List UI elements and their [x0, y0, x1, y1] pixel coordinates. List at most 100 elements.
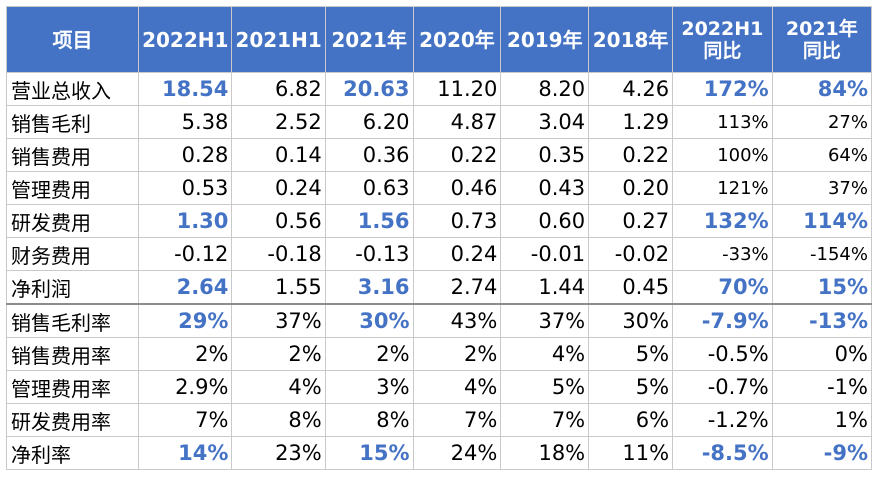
- table-cell: -0.01: [500, 237, 590, 271]
- column-header-2: 2021H1: [231, 6, 326, 73]
- table-cell: 1.55: [231, 270, 326, 305]
- table-cell: 0.60: [500, 204, 590, 238]
- table-cell: 3%: [324, 370, 414, 404]
- table-cell: 0.22: [412, 138, 502, 172]
- table-cell: 121%: [672, 171, 773, 205]
- table-cell: 6.20: [324, 105, 414, 139]
- row-label: 净利润: [5, 270, 140, 305]
- table-cell: 1.29: [588, 105, 674, 139]
- table-cell: -0.12: [138, 237, 233, 271]
- table-cell: -13%: [771, 303, 872, 338]
- row-label: 销售费用: [5, 138, 140, 172]
- row-label: 管理费用: [5, 171, 140, 205]
- table-body: 营业总收入 18.54 6.82 20.63 11.20 8.20 4.26 172% 84% 销…: [5, 72, 872, 470]
- table-cell: 24%: [412, 436, 502, 470]
- table-cell: 37%: [771, 171, 872, 205]
- table-cell: -8.5%: [672, 436, 773, 470]
- table-row: 财务费用 -0.12 -0.18 -0.13 0.24 -0.01 -0.02 -33% -15…: [5, 237, 872, 271]
- table-row: 净利润 2.64 1.55 3.16 2.74 1.44 0.45 70% 15%: [5, 270, 872, 305]
- column-header-3: 2021年: [324, 6, 414, 73]
- table-cell: 18%: [500, 436, 590, 470]
- table-cell: 3.04: [500, 105, 590, 139]
- table-cell: 2%: [231, 337, 326, 371]
- table-cell: 5%: [588, 370, 674, 404]
- table-cell: 0.24: [412, 237, 502, 271]
- table-cell: 1.44: [500, 270, 590, 305]
- row-label: 管理费用率: [5, 370, 140, 404]
- table-cell: 0.28: [138, 138, 233, 172]
- column-header-4: 2020年: [412, 6, 502, 73]
- table-cell: 2%: [324, 337, 414, 371]
- table-cell: -154%: [771, 237, 872, 271]
- table-cell: -0.02: [588, 237, 674, 271]
- table-cell: 3.16: [324, 270, 414, 305]
- table-cell: 1%: [771, 403, 872, 437]
- table-cell: 8%: [231, 403, 326, 437]
- table-cell: -0.18: [231, 237, 326, 271]
- table-cell: 0.14: [231, 138, 326, 172]
- table-cell: -9%: [771, 436, 872, 470]
- table-cell: 8%: [324, 403, 414, 437]
- table-cell: -1.2%: [672, 403, 773, 437]
- table-cell: 4%: [231, 370, 326, 404]
- table-row: 销售毛利 5.38 2.52 6.20 4.87 3.04 1.29 113% 27%: [5, 105, 872, 139]
- table-cell: 30%: [588, 303, 674, 338]
- table-cell: 0.35: [500, 138, 590, 172]
- table-cell: 37%: [231, 303, 326, 338]
- financial-table-container: 项目 2022H1 2021H1 2021年 2020年 2019年 2018年 2022H1…: [5, 6, 872, 470]
- table-cell: 30%: [324, 303, 414, 338]
- table-cell: 0.24: [231, 171, 326, 205]
- table-cell: 2.74: [412, 270, 502, 305]
- table-cell: 4.87: [412, 105, 502, 139]
- table-cell: 2.64: [138, 270, 233, 305]
- row-label: 营业总收入: [5, 72, 140, 106]
- table-cell: 43%: [412, 303, 502, 338]
- table-cell: 113%: [672, 105, 773, 139]
- table-row: 管理费用率 2.9% 4% 3% 4% 5% 5% -0.7% -1%: [5, 370, 872, 404]
- table-cell: 20.63: [324, 72, 414, 106]
- table-cell: 70%: [672, 270, 773, 305]
- table-cell: 6.82: [231, 72, 326, 106]
- table-cell: 4%: [412, 370, 502, 404]
- table-cell: 14%: [138, 436, 233, 470]
- table-row: 销售费用 0.28 0.14 0.36 0.22 0.35 0.22 100% 64%: [5, 138, 872, 172]
- table-cell: 64%: [771, 138, 872, 172]
- table-cell: 0.36: [324, 138, 414, 172]
- table-row: 销售费用率 2% 2% 2% 2% 4% 5% -0.5% 0%: [5, 337, 872, 371]
- table-row: 销售毛利率 29% 37% 30% 43% 37% 30% -7.9% -13%: [5, 303, 872, 338]
- table-cell: 8.20: [500, 72, 590, 106]
- row-label: 研发费用: [5, 204, 140, 238]
- header-row: 项目 2022H1 2021H1 2021年 2020年 2019年 2018年 2022H1…: [5, 6, 872, 73]
- column-header-item: 项目: [5, 6, 140, 73]
- table-cell: 0.56: [231, 204, 326, 238]
- table-cell: -1%: [771, 370, 872, 404]
- table-cell: 0.27: [588, 204, 674, 238]
- table-cell: -0.7%: [672, 370, 773, 404]
- row-label: 财务费用: [5, 237, 140, 271]
- financial-table: 项目 2022H1 2021H1 2021年 2020年 2019年 2018年 2022H1…: [5, 6, 872, 470]
- table-cell: 0.20: [588, 171, 674, 205]
- table-cell: 11%: [588, 436, 674, 470]
- column-header-1: 2022H1: [138, 6, 233, 73]
- table-cell: -33%: [672, 237, 773, 271]
- table-cell: 0%: [771, 337, 872, 371]
- column-header-7: 2022H1 同比: [672, 6, 773, 73]
- table-cell: 7%: [412, 403, 502, 437]
- table-cell: 4%: [500, 337, 590, 371]
- table-cell: 132%: [672, 204, 773, 238]
- table-cell: 11.20: [412, 72, 502, 106]
- table-cell: -0.5%: [672, 337, 773, 371]
- column-header-6: 2018年: [588, 6, 674, 73]
- table-cell: 29%: [138, 303, 233, 338]
- row-label: 销售毛利: [5, 105, 140, 139]
- table-cell: 0.46: [412, 171, 502, 205]
- table-cell: 2%: [412, 337, 502, 371]
- table-row: 研发费用率 7% 8% 8% 7% 7% 6% -1.2% 1%: [5, 403, 872, 437]
- table-cell: 1.56: [324, 204, 414, 238]
- table-cell: 18.54: [138, 72, 233, 106]
- table-cell: 6%: [588, 403, 674, 437]
- row-label: 销售费用率: [5, 337, 140, 371]
- table-row: 研发费用 1.30 0.56 1.56 0.73 0.60 0.27 132% 114%: [5, 204, 872, 238]
- row-label: 研发费用率: [5, 403, 140, 437]
- table-cell: 2.9%: [138, 370, 233, 404]
